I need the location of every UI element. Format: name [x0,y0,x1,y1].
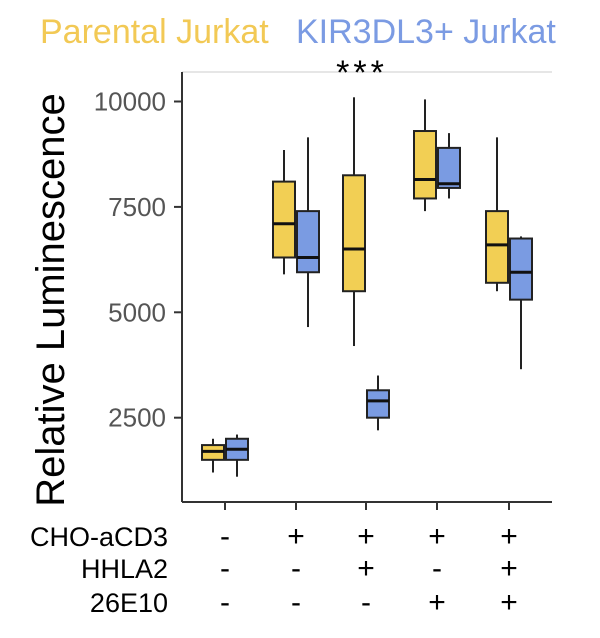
y-tick-label: 2500 [108,403,166,433]
condition-plus: + [500,520,518,553]
condition-row-label: CHO-aCD3 [30,522,168,552]
box-iqr [485,210,509,284]
legend: Parental Jurkat KIR3DL3+ Jurkat [0,10,600,60]
box-iqr [342,174,366,293]
condition-minus: - [432,552,442,585]
kir-box [437,133,461,199]
parental-box [201,438,225,473]
y-axis-label: Relative Luminescence [29,93,73,507]
parental-box [413,99,437,212]
condition-plus: + [357,552,375,585]
parental-box [485,137,509,292]
y-tick-label: 10000 [94,87,166,117]
condition-plus: + [428,586,446,619]
kir-box [225,434,249,477]
box-iqr [366,389,390,419]
y-tick-label: 5000 [108,297,166,327]
condition-row-label: 26E10 [90,588,168,618]
condition-plus: + [428,520,446,553]
significance-label: *** [336,54,388,92]
condition-row-label: HHLA2 [81,554,168,584]
condition-minus: - [220,520,230,553]
condition-plus: + [500,586,518,619]
box-iqr [296,210,320,274]
condition-minus: - [291,586,301,619]
legend-kir3dl3-jurkat: KIR3DL3+ Jurkat [296,13,556,51]
kir-box [509,236,533,370]
kir-box [366,375,390,431]
condition-plus: + [287,520,305,553]
box-iqr [509,237,533,301]
legend-parental-jurkat: Parental Jurkat [40,13,269,51]
box-iqr [413,130,437,200]
y-tick-label: 7500 [108,192,166,222]
parental-box [342,97,366,347]
parental-box [272,149,296,275]
condition-plus: + [357,520,375,553]
condition-minus: - [220,552,230,585]
condition-plus: + [500,552,518,585]
condition-minus: - [220,586,230,619]
condition-minus: - [361,586,371,619]
kir-box [296,137,320,328]
box-iqr [272,180,296,259]
condition-minus: - [291,552,301,585]
box-iqr [437,146,461,189]
